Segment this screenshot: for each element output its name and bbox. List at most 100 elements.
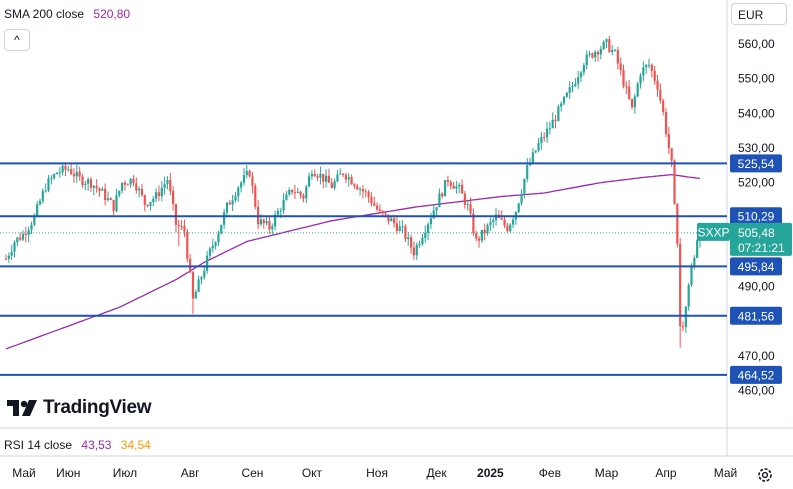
candle-body: [650, 64, 653, 72]
candle-body: [477, 238, 481, 241]
time-tick: Окт: [302, 466, 323, 480]
candle-body: [645, 65, 648, 68]
candle: [257, 199, 260, 229]
candle-body: [223, 212, 226, 225]
candle-body: [647, 64, 651, 66]
candle-body: [203, 270, 206, 278]
price-axis[interactable]: 560,00 550,00 540,00 530,00 520,00 490,00 470,…: [738, 37, 775, 398]
candle: [565, 91, 568, 98]
candle: [582, 62, 585, 76]
candle: [245, 164, 248, 179]
settings-button[interactable]: [756, 466, 774, 484]
candle: [602, 40, 605, 51]
tradingview-logo[interactable]: TradingView: [7, 395, 152, 421]
candle-body: [313, 173, 316, 177]
candle-body: [339, 173, 342, 175]
candle: [531, 148, 534, 165]
candle: [477, 236, 481, 248]
candle-body: [653, 71, 656, 81]
candle-body: [290, 189, 294, 193]
candle: [650, 63, 653, 78]
candle: [455, 180, 458, 194]
candle-body: [305, 186, 308, 199]
candle: [36, 201, 39, 218]
candle-body: [511, 219, 515, 225]
candle-body: [639, 75, 642, 84]
candle-body: [10, 251, 13, 256]
candle: [528, 157, 532, 167]
candle-body: [149, 201, 152, 206]
candle-body: [506, 225, 509, 232]
candle-body: [358, 189, 362, 191]
candle: [7, 252, 10, 263]
candle-body: [466, 204, 469, 206]
candle: [104, 183, 107, 206]
candle-body: [605, 39, 608, 42]
candle-body: [172, 191, 175, 205]
time-tick: Сен: [241, 466, 263, 480]
rsi-ma-value: 34,54: [120, 438, 151, 452]
candle-body: [160, 187, 163, 197]
candle: [251, 172, 254, 194]
candle-body: [242, 175, 246, 183]
support-resistance-lines[interactable]: [0, 162, 727, 376]
candle-body: [347, 177, 350, 180]
candle-body: [183, 226, 186, 232]
candle-body: [565, 92, 568, 97]
candle-body: [104, 188, 107, 201]
candle: [517, 202, 520, 214]
candle: [591, 52, 594, 59]
candle-body: [285, 194, 288, 200]
candle-body: [460, 184, 464, 194]
candle-body: [361, 189, 365, 192]
candle-body: [33, 215, 36, 225]
candle: [568, 81, 571, 99]
candle-body: [61, 165, 64, 173]
candle: [293, 184, 297, 200]
candle-body: [81, 176, 84, 185]
candle-body: [577, 77, 580, 84]
sma-legend-value: 520,80: [93, 7, 131, 21]
candle-body: [472, 213, 475, 234]
candle: [38, 198, 42, 206]
price-tick: 530,00: [738, 141, 775, 155]
level-label: 481,56: [738, 309, 775, 323]
currency-selector[interactable]: EUR: [731, 3, 787, 25]
candle-body: [27, 229, 30, 235]
candle: [418, 240, 421, 248]
candle-body: [526, 165, 529, 180]
candle: [129, 178, 132, 188]
candle-body: [375, 205, 379, 210]
rsi-legend[interactable]: RSI 14 close 43,53 34,54: [4, 438, 151, 452]
candle-body: [84, 183, 87, 185]
candle-body: [271, 226, 274, 230]
candle-body: [443, 180, 447, 197]
candle: [115, 188, 118, 213]
time-tick: Дек: [427, 466, 448, 480]
candle-body: [75, 171, 78, 177]
candle: [197, 275, 200, 293]
candle-body: [381, 210, 384, 214]
candle: [466, 199, 469, 211]
candle: [200, 275, 203, 285]
candle: [319, 166, 322, 185]
candle-body: [64, 165, 67, 170]
candle-body: [21, 233, 25, 240]
candle: [208, 247, 212, 259]
candle-body: [523, 179, 526, 194]
candle-body: [384, 213, 387, 215]
currency-label: EUR: [738, 8, 764, 22]
candle-body: [237, 187, 240, 197]
candle: [61, 163, 64, 176]
time-axis[interactable]: Май Июн Июл Авг Сен Окт Ноя Дек 2025 Фев Мар Апр Май: [12, 466, 737, 480]
collapse-legend-button[interactable]: ^: [4, 29, 30, 51]
candle: [123, 180, 127, 191]
level-label-bg: [730, 154, 782, 173]
candle-body: [58, 172, 61, 174]
candle-body: [659, 89, 662, 101]
sma-legend[interactable]: SMA 200 close 520,80: [4, 7, 130, 21]
level-label: 525,54: [738, 157, 775, 171]
candle: [409, 234, 413, 254]
candle-body: [70, 169, 73, 175]
